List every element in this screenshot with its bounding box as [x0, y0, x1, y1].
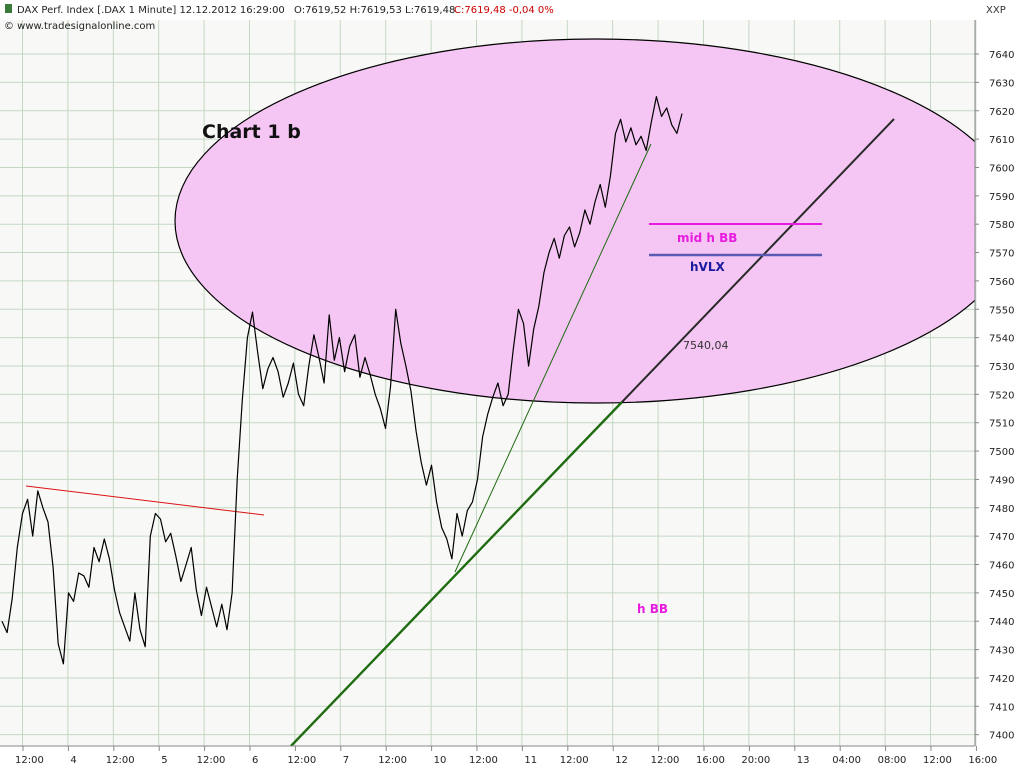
y-tick-label: 7530: [989, 362, 1014, 373]
y-tick-label: 7450: [989, 589, 1014, 600]
symbol-label: XXP: [986, 5, 1006, 16]
x-tick-label: 12:00: [378, 755, 407, 766]
highlight-ellipse: [174, 38, 975, 404]
x-tick-label: 12:00: [15, 755, 44, 766]
x-tick-label: 12:00: [469, 755, 498, 766]
x-tick-label: 6: [252, 755, 258, 766]
y-tick-label: 7590: [989, 192, 1014, 203]
trend-line-extension: [621, 118, 895, 403]
y-tick-label: 7430: [989, 646, 1014, 657]
header-source: © www.tradesignalonline.com: [4, 21, 155, 32]
x-tick-label: 5: [161, 755, 167, 766]
y-tick-label: 7470: [989, 532, 1014, 543]
y-tick-label: 7600: [989, 163, 1014, 174]
window-control-icon[interactable]: [5, 4, 12, 13]
x-tick-label: 12: [615, 755, 628, 766]
hvlx-label: hVLX: [690, 260, 725, 274]
header-close: C:7619,48 -0,04 0%: [454, 5, 554, 16]
y-tick-label: 7580: [989, 220, 1014, 231]
level-label: 7540,04: [683, 339, 729, 352]
header-instrument: DAX Perf. Index [.DAX 1 Minute] 12.12.20…: [17, 5, 285, 16]
h-bb-label: h BB: [637, 602, 668, 616]
y-tick-label: 7550: [989, 305, 1014, 316]
y-tick-label: 7400: [989, 731, 1014, 742]
price-axis[interactable]: 7400 7410 7420 7430 7440 7450 7460 7470 7480 7490…: [975, 50, 1014, 742]
x-tick-label: 7: [343, 755, 349, 766]
chart-label: Chart 1 b: [202, 121, 301, 143]
y-tick-label: 7510: [989, 419, 1014, 430]
steep-trend-line: [454, 143, 652, 573]
mid-h-bb-label: mid h BB: [677, 231, 737, 245]
price-series-line: [1, 95, 683, 665]
x-tick-label: 10: [434, 755, 447, 766]
x-tick-label: 04:00: [832, 755, 861, 766]
y-tick-label: 7540: [989, 334, 1014, 345]
y-tick-label: 7440: [989, 617, 1014, 628]
resistance-line: [25, 485, 265, 516]
y-tick-label: 7500: [989, 447, 1014, 458]
y-tick-label: 7610: [989, 135, 1014, 146]
x-tick-label: 12:00: [287, 755, 316, 766]
trend-line: [290, 401, 623, 746]
y-tick-label: 7410: [989, 702, 1014, 713]
x-tick-label: 13: [797, 755, 810, 766]
x-tick-label: 16:00: [696, 755, 725, 766]
y-tick-label: 7640: [989, 50, 1014, 61]
x-tick-label: 12:00: [106, 755, 135, 766]
y-tick-label: 7560: [989, 277, 1014, 288]
x-tick-label: 20:00: [741, 755, 770, 766]
y-tick-label: 7420: [989, 674, 1014, 685]
x-tick-label: 12:00: [560, 755, 589, 766]
x-tick-label: 08:00: [878, 755, 907, 766]
x-tick-label: 12:00: [651, 755, 680, 766]
x-tick-label: 12:00: [197, 755, 226, 766]
y-tick-label: 7480: [989, 504, 1014, 515]
y-tick-label: 7490: [989, 475, 1014, 486]
x-tick-label: 4: [70, 755, 76, 766]
x-tick-label: 12:00: [923, 755, 952, 766]
y-tick-label: 7620: [989, 107, 1014, 118]
x-tick-label: 16:00: [968, 755, 997, 766]
time-axis[interactable]: 12:00 4 12:00 5 12:00 6 12:00 7 12:00 10 12:00 11 12…: [15, 746, 997, 766]
y-tick-label: 7520: [989, 390, 1014, 401]
y-tick-label: 7630: [989, 78, 1014, 89]
y-tick-label: 7570: [989, 249, 1014, 260]
y-tick-label: 7460: [989, 561, 1014, 572]
x-tick-label: 11: [524, 755, 537, 766]
header-ohl: O:7619,52 H:7619,53 L:7619,48: [294, 5, 455, 16]
